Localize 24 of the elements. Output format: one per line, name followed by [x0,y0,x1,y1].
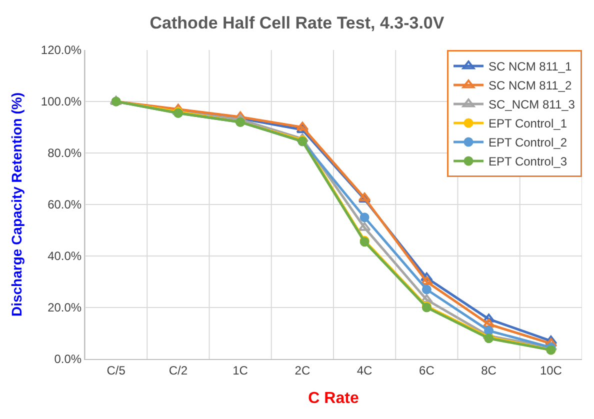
y-axis-title: Discharge Capacity Retention (%) [8,92,24,317]
legend-label: EPT Control_2 [488,136,568,150]
x-tick-label: 10C [540,363,562,378]
x-tick-label: 6C [419,363,435,378]
legend-label: SC_NCM 811_3 [488,98,576,112]
legend-label: EPT Control_1 [488,116,568,131]
x-tick-label: C/2 [168,363,188,378]
y-tick-label: 40.0% [48,249,82,264]
x-axis-title: C Rate [308,390,359,408]
y-tick-label: 80.0% [48,146,82,160]
x-tick-label: C/5 [106,363,126,378]
x-tick-label: 8C [481,363,497,378]
chart-title: Cathode Half Cell Rate Test, 4.3-3.0V [150,14,445,33]
y-tick-label: 60.0% [48,198,82,212]
legend-label: EPT Control_3 [488,154,568,169]
y-tick-label: 20.0% [48,300,82,315]
legend-label: SC NCM 811_2 [488,78,572,93]
y-tick-label: 100.0% [40,94,82,109]
x-tick-label: 1C [232,363,248,378]
x-tick-label: 2C [294,363,310,378]
y-tick-label: 120.0% [40,43,82,58]
x-tick-label: 4C [356,363,373,378]
y-tick-label: 0.0% [54,352,82,366]
legend-label: SC NCM 811_1 [488,60,572,74]
